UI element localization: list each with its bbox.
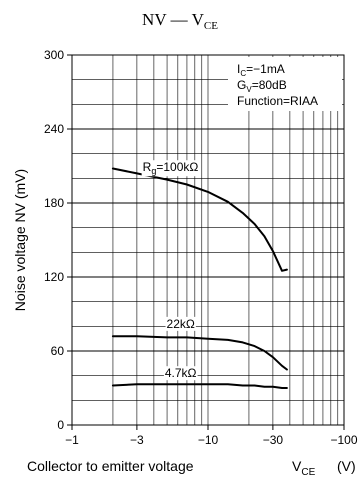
- condition-gv: GV=80dB: [237, 78, 287, 94]
- chart-title-sub: CE: [204, 20, 218, 32]
- condition-gv-sub: V: [246, 85, 252, 94]
- series-label: Rg=100kΩ: [143, 160, 199, 176]
- series-line: [111, 383, 288, 389]
- series-line: [111, 335, 288, 371]
- condition-gv-base: G: [237, 78, 246, 92]
- series-layer: Rg=100kΩ 22kΩ 4.7kΩ: [111, 160, 288, 389]
- x-axis-label-v: V: [292, 458, 302, 474]
- grid-minor: [72, 55, 344, 425]
- x-tick-label: −100: [330, 433, 357, 447]
- condition-gv-val: =80dB: [252, 78, 287, 92]
- y-tick-label: 0: [57, 418, 64, 432]
- condition-function: Function=RIAA: [237, 94, 318, 108]
- condition-ic-base: I: [237, 62, 240, 76]
- y-tick-label: 300: [44, 48, 64, 62]
- condition-ic-val: =−1mA: [246, 62, 285, 76]
- condition-ic: IC=−1mA: [237, 62, 285, 78]
- series-line: [111, 167, 288, 272]
- x-tick-label: −10: [198, 433, 219, 447]
- x-tick-label: −3: [130, 433, 144, 447]
- x-axis-label-text: Collector to emitter voltage: [27, 458, 194, 474]
- chart-title: NV — VCE: [142, 10, 218, 32]
- x-axis-label: Collector to emitter voltage VCE (V): [27, 458, 356, 478]
- series-label-background: [163, 366, 198, 381]
- x-tick-label: −30: [263, 433, 284, 447]
- series-label-base: 22kΩ: [167, 317, 195, 331]
- series-label-background: [141, 160, 200, 177]
- grid-major: [72, 128, 344, 352]
- condition-ic-sub: C: [240, 69, 246, 78]
- y-axis-ticks: 0 60 120 180 240 300: [44, 48, 72, 432]
- series-label-sub: g: [151, 166, 156, 176]
- chart-title-v: V: [192, 10, 205, 29]
- series-label-val: =100kΩ: [156, 160, 198, 174]
- y-tick-label: 120: [44, 270, 64, 284]
- chart-title-dash: —: [170, 10, 189, 29]
- x-axis-label-sub: CE: [301, 467, 315, 478]
- x-tick-label: −1: [65, 433, 79, 447]
- y-tick-label: 240: [44, 122, 64, 136]
- series-label: 4.7kΩ: [165, 366, 197, 380]
- y-tick-label: 180: [44, 196, 64, 210]
- series-label-background: [165, 316, 196, 331]
- x-axis-ticks: −1 −3 −10 −30 −100: [65, 425, 358, 447]
- series-label-base: 4.7kΩ: [165, 366, 197, 380]
- x-axis-label-unit: (V): [337, 458, 356, 474]
- y-axis-label: Noise voltage NV (mV): [12, 169, 28, 311]
- y-tick-label: 60: [51, 344, 65, 358]
- series-label-base: R: [143, 160, 152, 174]
- series-label: 22kΩ: [167, 317, 195, 331]
- chart-title-main: NV: [142, 10, 167, 29]
- conditions-box: [228, 57, 342, 111]
